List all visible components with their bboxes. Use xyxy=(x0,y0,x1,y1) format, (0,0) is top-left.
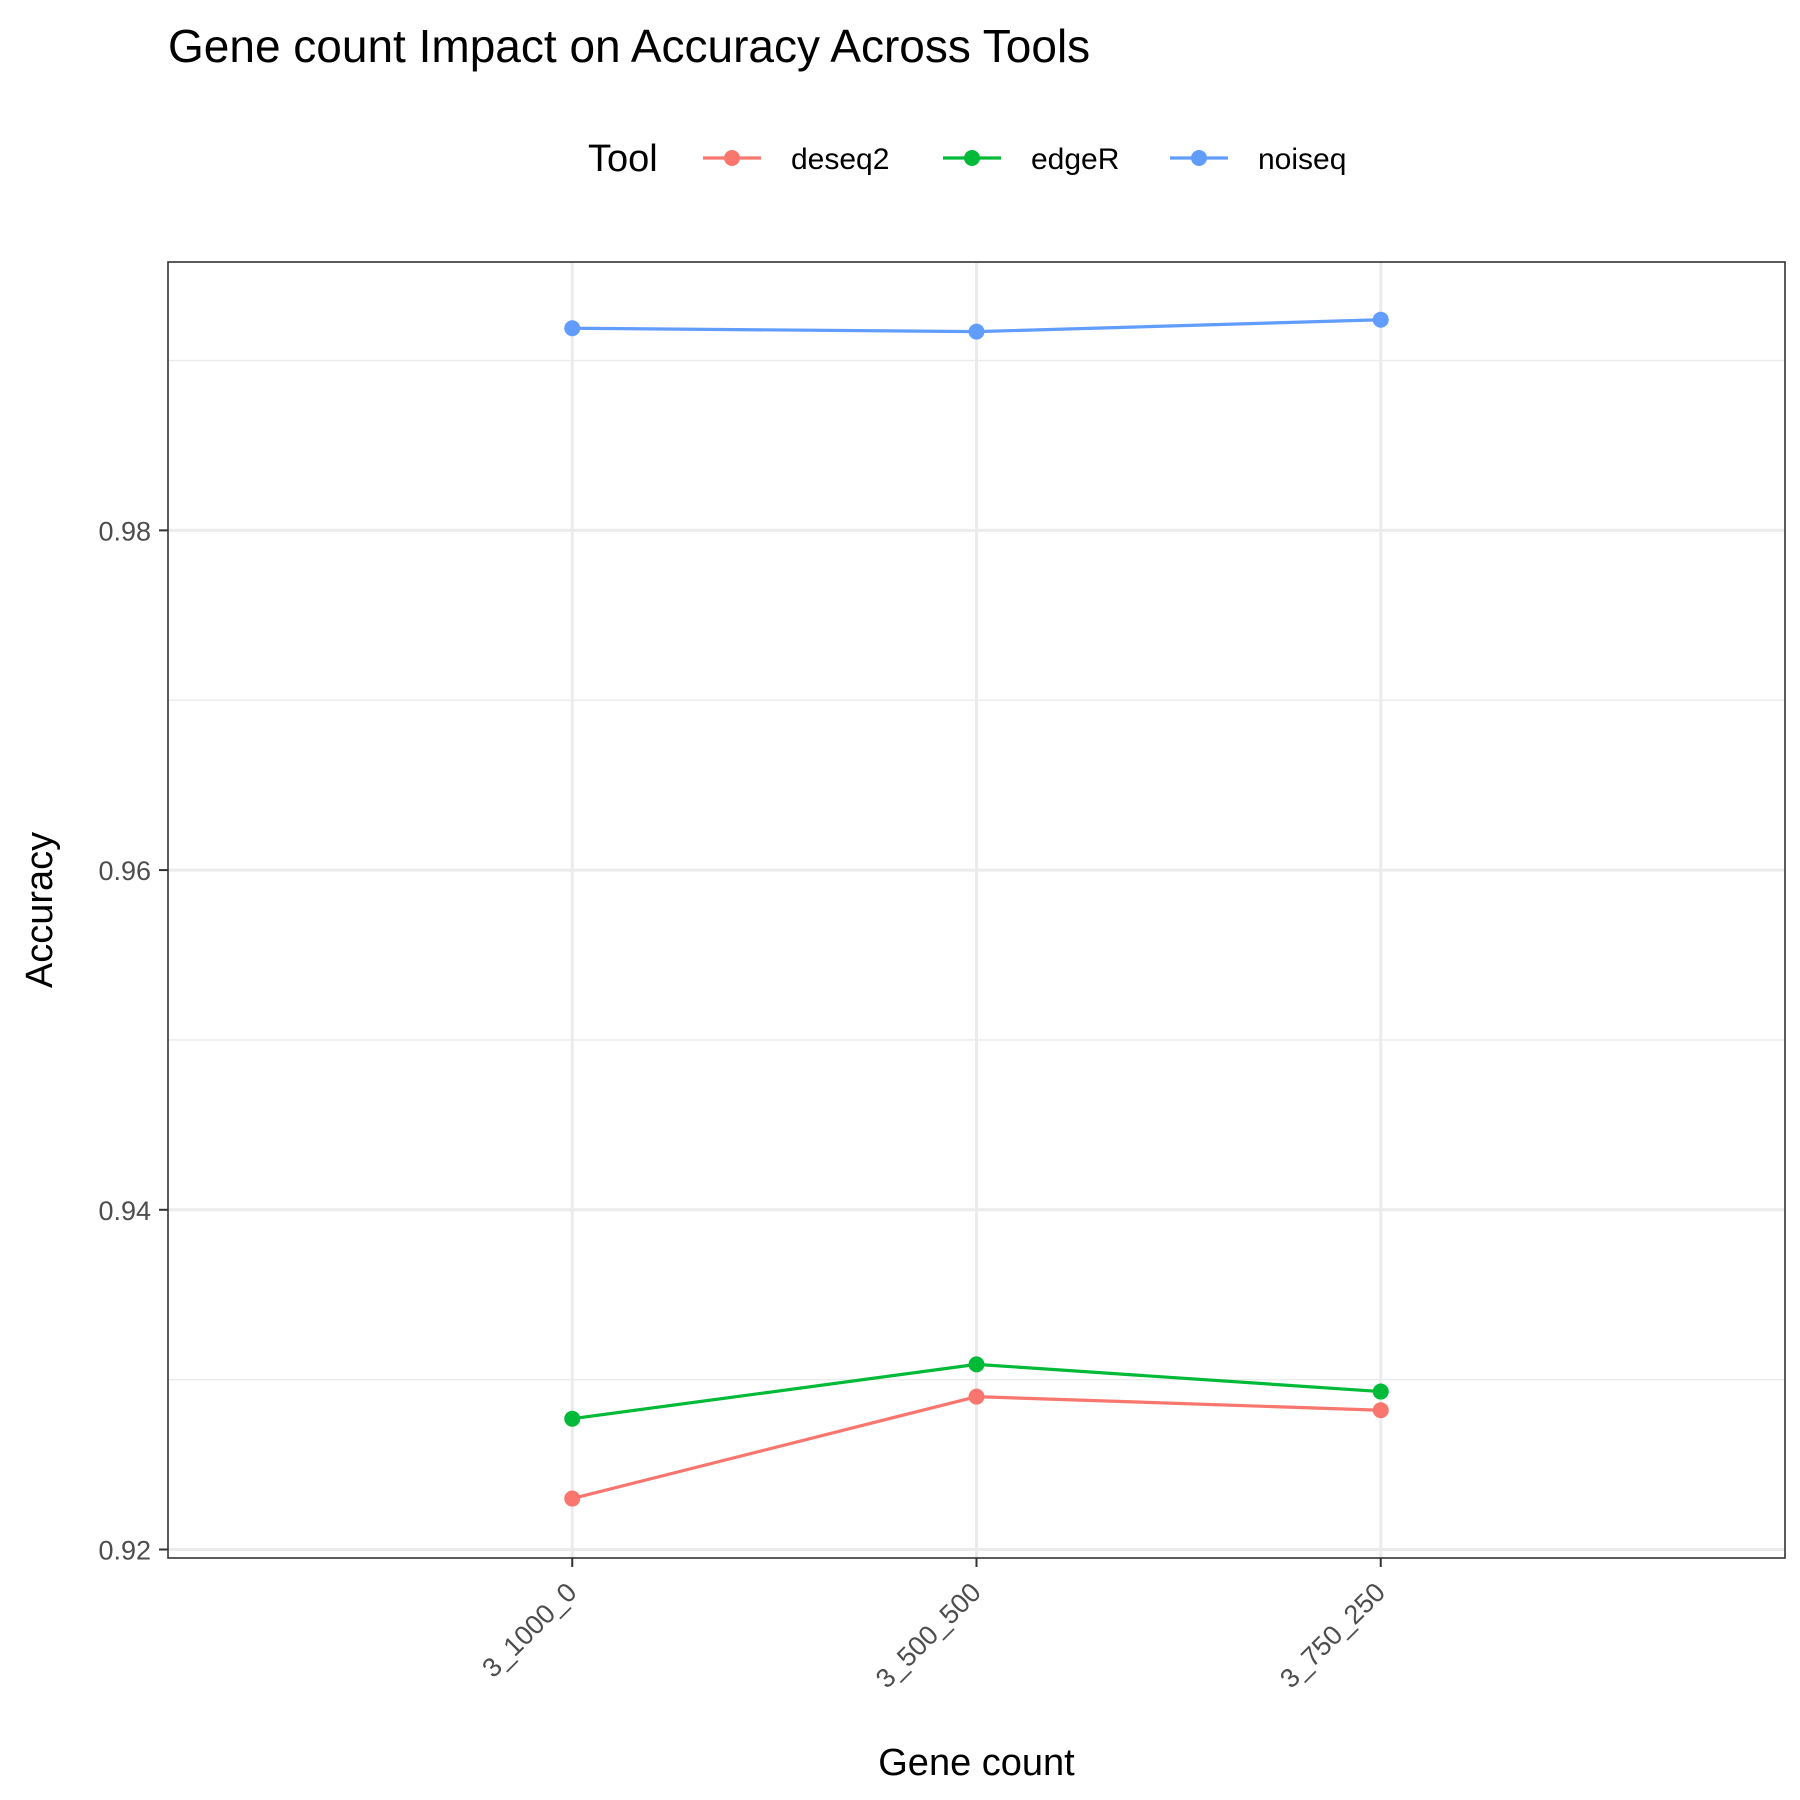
y-tick-label: 0.94 xyxy=(98,1196,151,1226)
x-axis-title: Gene count xyxy=(878,1742,1075,1784)
legend-key-point xyxy=(1191,150,1207,166)
legend-key-point xyxy=(724,150,740,166)
y-axis-title: Accuracy xyxy=(19,832,61,988)
y-tick-label: 0.92 xyxy=(98,1536,151,1566)
legend: Tool deseq2 edgeR noiseq xyxy=(588,138,1346,180)
data-point-edgeR xyxy=(1372,1383,1389,1400)
x-axis: 3_1000_0 3_500_500 3_750_250 xyxy=(476,1558,1391,1694)
data-point-noiseq xyxy=(968,323,985,340)
series-noiseq xyxy=(564,311,1389,340)
y-axis: 0.92 0.94 0.96 0.98 xyxy=(98,516,168,1566)
data-point-deseq2 xyxy=(564,1490,581,1507)
x-tick-label: 3_1000_0 xyxy=(476,1577,582,1683)
data-point-deseq2 xyxy=(968,1388,985,1405)
data-point-deseq2 xyxy=(1372,1402,1389,1419)
legend-item-edgeR: edgeR xyxy=(943,143,1119,176)
x-tick-label: 3_500_500 xyxy=(870,1577,987,1694)
chart-title: Gene count Impact on Accuracy Across Too… xyxy=(168,20,1090,72)
grid-major xyxy=(168,262,1785,1558)
data-point-edgeR xyxy=(968,1356,985,1373)
series-edgeR xyxy=(564,1356,1389,1427)
y-tick-label: 0.96 xyxy=(98,856,151,886)
series-deseq2 xyxy=(564,1388,1389,1507)
data-point-noiseq xyxy=(1372,311,1389,328)
legend-label: edgeR xyxy=(1031,143,1119,176)
x-tick-label: 3_750_250 xyxy=(1274,1577,1391,1694)
legend-label: noiseq xyxy=(1258,143,1346,176)
legend-title: Tool xyxy=(588,138,658,180)
legend-key-point xyxy=(964,150,980,166)
series-layer xyxy=(564,311,1389,1507)
legend-item-noiseq: noiseq xyxy=(1170,143,1346,176)
legend-label: deseq2 xyxy=(791,143,889,176)
y-tick-label: 0.98 xyxy=(98,516,151,546)
data-point-edgeR xyxy=(564,1410,581,1427)
legend-item-deseq2: deseq2 xyxy=(703,143,889,176)
data-point-noiseq xyxy=(564,320,581,337)
